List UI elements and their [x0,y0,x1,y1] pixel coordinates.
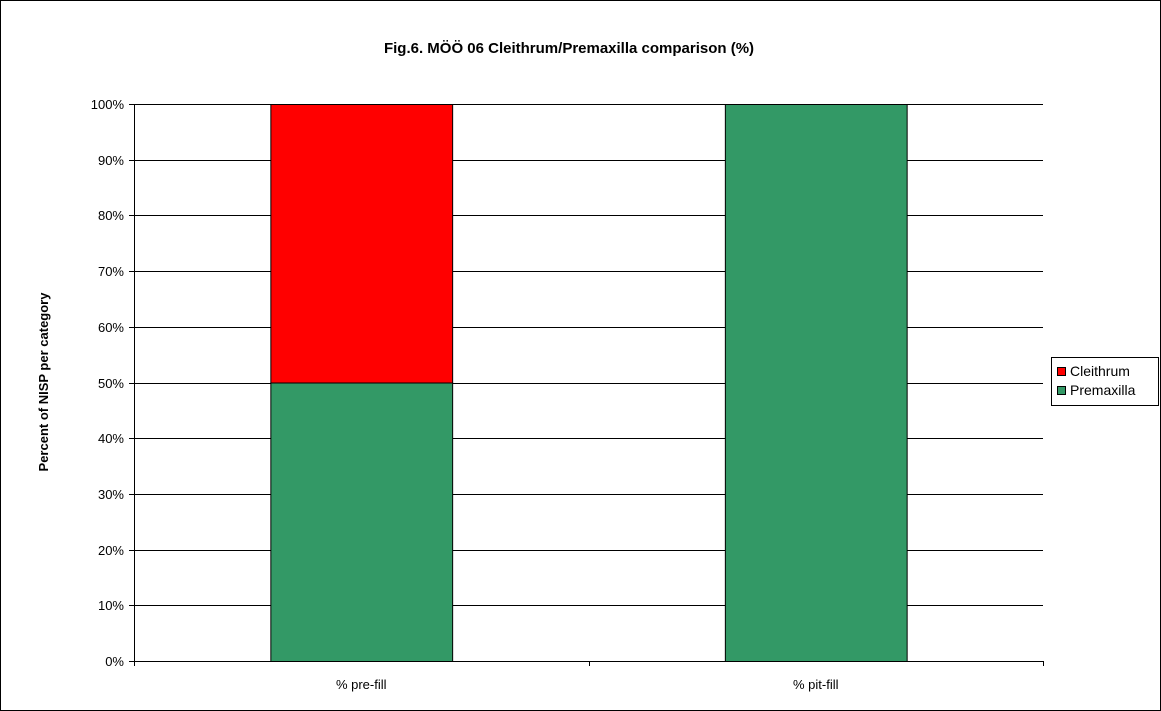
bar-premaxilla-0 [270,382,454,662]
bars [270,104,908,662]
x-tick-label: % pre-fill [336,677,387,692]
y-tick-labels: 0% 10% 20% 30% 40% 50% 60% 70% 80% 90% 100% [91,97,125,669]
bar-premaxilla-1 [724,104,908,662]
bar-cleithrum-0 [270,104,454,384]
y-tick-label: 40% [98,431,124,446]
y-axis-label: Percent of NISP per category [36,292,51,472]
legend-label-cleithrum: Cleithrum [1070,363,1130,379]
axes [129,104,1044,666]
y-tick-label: 10% [98,598,124,613]
y-tick-label: 90% [98,153,124,168]
y-tick-label: 60% [98,320,124,335]
y-tick-label: 50% [98,376,124,391]
legend-swatch-premaxilla [1057,386,1066,395]
x-tick-labels: % pre-fill % pit-fill [336,677,839,692]
legend-swatch-cleithrum [1057,367,1066,376]
y-tick-label: 80% [98,208,124,223]
legend-box [1051,357,1159,406]
y-tick-label: 70% [98,264,124,279]
y-tick-label: 30% [98,487,124,502]
y-tick-label: 20% [98,543,124,558]
y-tick-label: 0% [105,654,124,669]
chart-title: Fig.6. MÖÖ 06 Cleithrum/Premaxilla compa… [384,40,754,57]
y-tick-label: 100% [91,97,125,112]
legend-label-premaxilla: Premaxilla [1070,382,1136,398]
legend: Cleithrum Premaxilla [1051,357,1159,406]
x-tick-label: % pit-fill [793,677,839,692]
